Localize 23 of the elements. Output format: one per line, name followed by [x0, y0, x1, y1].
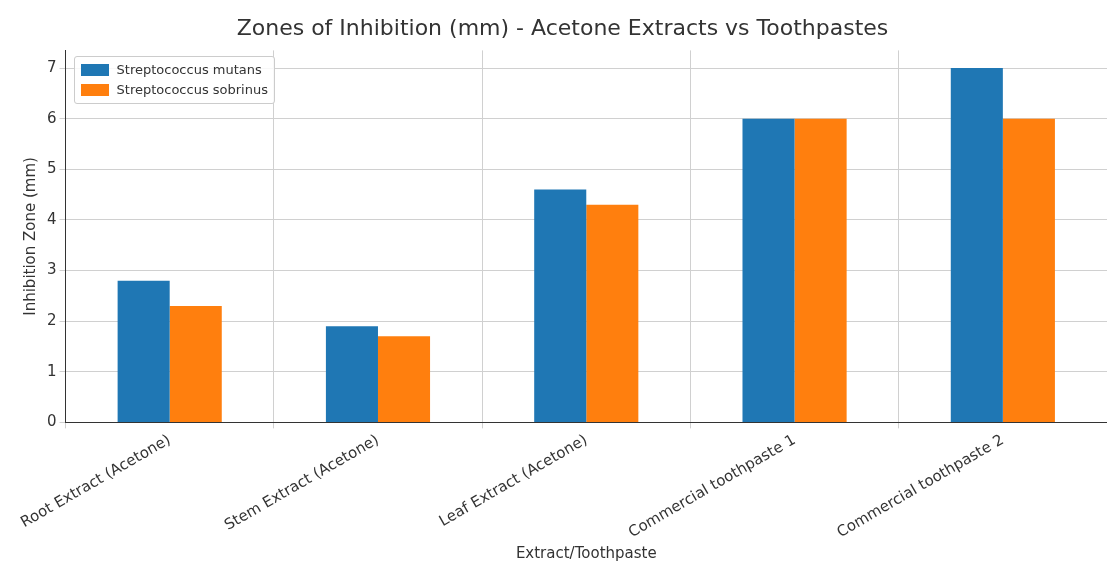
y-tick-label: 7	[47, 58, 57, 76]
bar	[325, 326, 378, 422]
y-tick-label: 3	[47, 260, 57, 279]
legend-label: Streptococcus sobrinus	[116, 81, 268, 100]
legend-label: Streptococcus mutans	[116, 61, 262, 80]
bar	[794, 118, 847, 422]
y-tick-label: 5	[47, 159, 57, 178]
y-tick-label: 4	[47, 209, 57, 228]
bar	[117, 280, 170, 422]
bar	[586, 204, 639, 422]
bar	[742, 118, 795, 422]
bar	[1002, 118, 1055, 422]
bar	[169, 305, 222, 422]
bar	[377, 336, 431, 422]
y-tick-label: 6	[47, 108, 57, 127]
y-tick-label: 1	[47, 361, 57, 380]
y-axis-title: Inhibition Zone (mm)	[20, 157, 39, 316]
chart-title: Zones of Inhibition (mm) - Acetone Extracts vs Toothpastes	[236, 14, 889, 40]
x-axis-title: Extract/Toothpaste	[515, 543, 657, 562]
bar	[950, 68, 1003, 422]
bar	[534, 189, 587, 422]
y-tick-label: 2	[47, 311, 57, 330]
y-tick-label: 0	[47, 412, 57, 431]
